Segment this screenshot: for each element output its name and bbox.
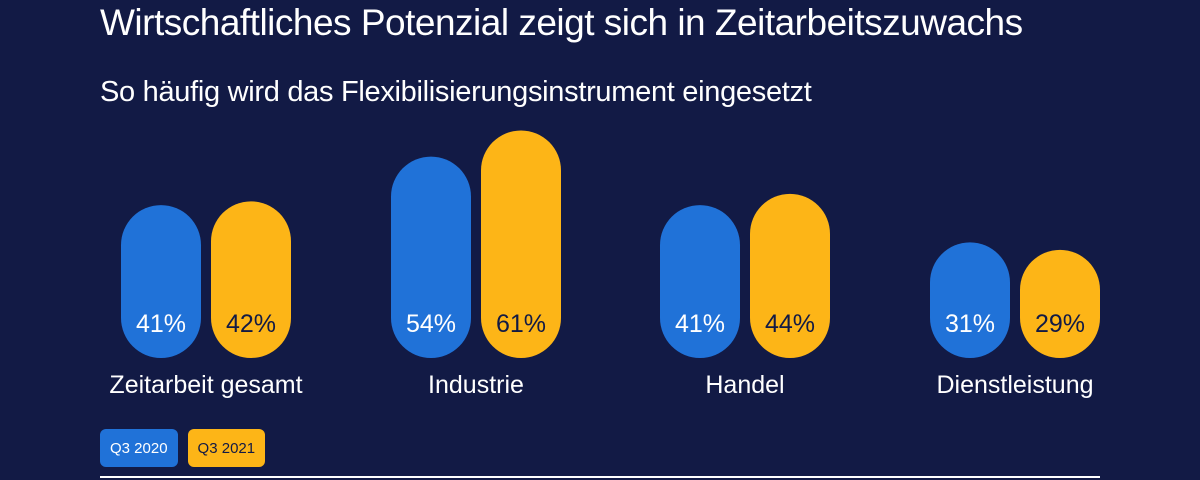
legend-item-q3-2020: Q3 2020 — [100, 429, 178, 467]
bar-q3-2020-3 — [930, 242, 1010, 358]
chart-subtitle: So häufig wird das Flexibilisierungsinst… — [100, 76, 812, 108]
legend: Q3 2020 Q3 2021 — [100, 429, 266, 467]
bar-value-label: 61% — [496, 310, 546, 338]
category-label: Industrie — [428, 371, 524, 399]
legend-item-q3-2021: Q3 2021 — [187, 429, 266, 467]
bar-value-label: 31% — [945, 310, 995, 338]
bar-value-label: 44% — [765, 310, 815, 338]
bar-q3-2020-1 — [391, 156, 471, 358]
chart-title: Wirtschaftliches Potenzial zeigt sich in… — [100, 2, 1023, 43]
category-label: Zeitarbeit gesamt — [109, 371, 302, 399]
bar-q3-2020-2 — [660, 205, 740, 358]
bar-q3-2021-1 — [481, 130, 561, 358]
bar-value-label: 42% — [226, 310, 276, 338]
bar-value-label: 29% — [1035, 310, 1085, 338]
category-label: Dienstleistung — [936, 371, 1093, 399]
baseline-divider — [100, 476, 1100, 478]
bar-value-label: 41% — [136, 310, 186, 338]
bar-q3-2021-0 — [211, 201, 291, 358]
bar-q3-2020-0 — [121, 205, 201, 358]
bar-value-label: 54% — [406, 310, 456, 338]
bar-value-label: 41% — [675, 310, 725, 338]
category-label: Handel — [705, 371, 784, 399]
bar-q3-2021-2 — [750, 193, 830, 358]
bar-q3-2021-3 — [1020, 249, 1100, 358]
